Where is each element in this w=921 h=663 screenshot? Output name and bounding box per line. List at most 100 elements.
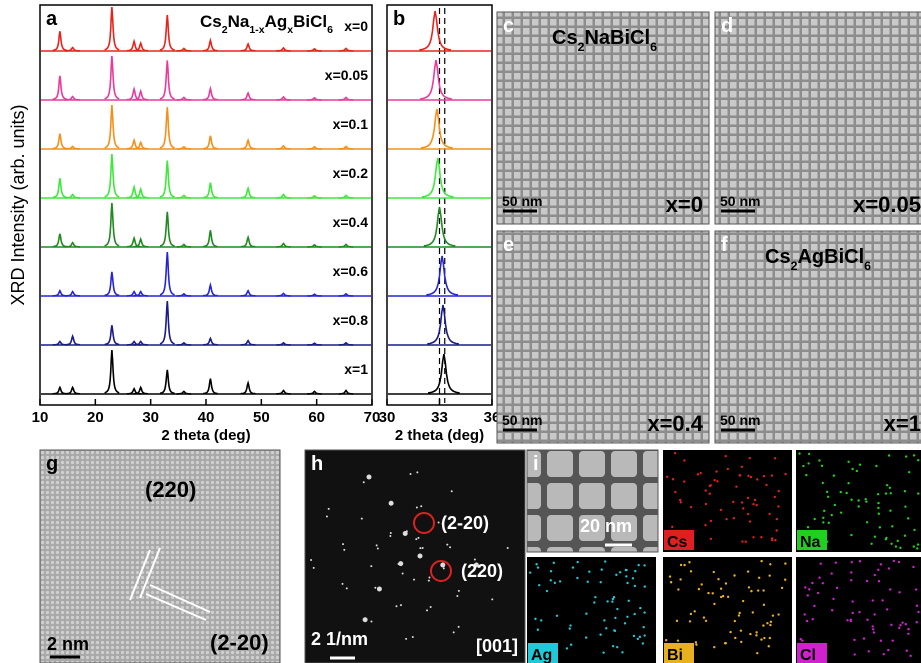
peak [105, 325, 120, 344]
eds-dot [885, 492, 887, 494]
peak [105, 105, 120, 148]
eds-dot [585, 613, 587, 615]
x-tick-label: 60 [308, 409, 325, 426]
eds-dot [774, 496, 776, 498]
peak [241, 44, 256, 51]
peak [160, 60, 175, 99]
spot [342, 543, 344, 545]
scale-label: 2 nm [47, 634, 89, 654]
spot [389, 535, 391, 537]
eds-dot [907, 517, 909, 519]
eds-dot [827, 496, 829, 498]
panel-letter: i [533, 453, 539, 475]
eds-dot [763, 475, 765, 477]
eds-dot [822, 521, 824, 523]
eds-dot [887, 649, 889, 651]
eds-dot [546, 590, 548, 592]
x-tick-label: 40 [198, 409, 215, 426]
eds-dot [907, 628, 909, 630]
eds-dot [904, 490, 906, 492]
eds-dot [603, 619, 605, 621]
formula-part: 6 [327, 24, 333, 36]
eds-dot [540, 619, 542, 621]
micrograph [527, 450, 658, 552]
peak [160, 252, 175, 295]
eds-dot [616, 608, 618, 610]
eds-dot [777, 505, 779, 507]
eds-dot [877, 569, 879, 571]
spot [422, 547, 424, 549]
eds-dot [742, 600, 744, 602]
spot [458, 626, 460, 628]
eds-dot [626, 616, 628, 618]
x-tick-label: 20 [87, 409, 104, 426]
eds-dot [683, 564, 685, 566]
eds-dot [808, 588, 810, 590]
eds-dot [857, 505, 859, 507]
panel-letter: g [46, 453, 58, 475]
eds-dot [890, 543, 892, 545]
peak [241, 188, 256, 197]
x-axis-label: 2 theta (deg) [161, 427, 250, 444]
eds-dot [695, 641, 697, 643]
eds-dot [800, 638, 802, 640]
spot [491, 598, 493, 600]
eds-dot [803, 613, 805, 615]
eds-dot [913, 454, 915, 456]
eds-dot [752, 536, 754, 538]
formula-part: 6 [650, 40, 657, 54]
eds-dot [873, 613, 875, 615]
eds-dot [572, 566, 574, 568]
eds-dot [768, 645, 770, 647]
eds-dot [734, 620, 736, 622]
eds-dot [537, 629, 539, 631]
peak [53, 178, 68, 197]
eds-dot [727, 596, 729, 598]
composition: x=1 [884, 411, 921, 436]
eds-dot [643, 611, 645, 613]
eds-dot [877, 502, 879, 504]
eds-dot [777, 613, 779, 615]
peak [426, 256, 458, 295]
eds-dot [774, 539, 776, 541]
spot [403, 531, 408, 536]
eds-dot [904, 505, 906, 507]
eds-dot [621, 651, 623, 653]
eds-dot [873, 631, 875, 633]
eds-dot [720, 587, 722, 589]
eds-dot [712, 592, 714, 594]
eds-dot [713, 479, 715, 481]
zone-axis: [001] [476, 636, 518, 656]
formula-part: 6 [864, 259, 871, 273]
eds-dot [899, 624, 901, 626]
eds-dot [916, 605, 918, 607]
eds-dot [823, 510, 825, 512]
eds-dot [912, 566, 914, 568]
eds-dot [850, 499, 852, 501]
eds-dot [613, 629, 615, 631]
eds-dot [847, 482, 849, 484]
peak [241, 237, 256, 246]
eds-dot [769, 624, 771, 626]
formula-part: Cs [552, 27, 578, 49]
spot [426, 609, 428, 611]
eds-dot [805, 474, 807, 476]
x-tick-label: 33 [431, 409, 448, 426]
eds-dot [798, 452, 800, 454]
eds-dot [763, 604, 765, 606]
eds-dot [831, 514, 833, 516]
eds-dot [877, 493, 879, 495]
eds-dot [688, 561, 690, 563]
eds-dot [740, 629, 742, 631]
spot [440, 563, 445, 568]
eds-dot [666, 476, 668, 478]
peak [105, 272, 120, 296]
eds-dot [715, 470, 717, 472]
eds-dot [625, 569, 627, 571]
eds-dot [677, 588, 679, 590]
peak [203, 40, 218, 50]
peak [105, 56, 120, 99]
eds-dot [851, 561, 853, 563]
eds-dot [898, 627, 900, 629]
peak [241, 291, 256, 296]
